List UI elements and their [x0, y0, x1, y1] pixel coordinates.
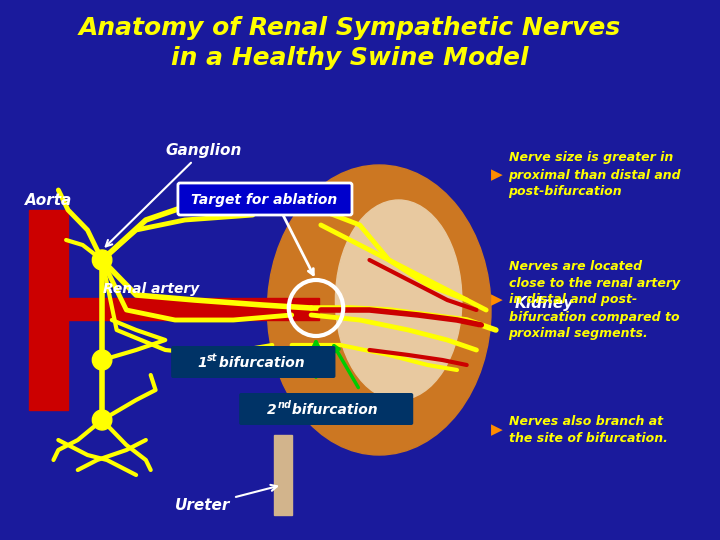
Circle shape — [92, 410, 112, 430]
Text: Nerve size is greater in
proximal than distal and
post-bifurcation: Nerve size is greater in proximal than d… — [508, 152, 681, 199]
Ellipse shape — [267, 165, 491, 455]
Ellipse shape — [336, 200, 462, 400]
Text: bifurcation: bifurcation — [287, 403, 377, 417]
Text: Nerves also branch at
the site of bifurcation.: Nerves also branch at the site of bifurc… — [508, 415, 667, 445]
Text: ▶: ▶ — [491, 167, 503, 183]
Text: Aorta: Aorta — [25, 193, 72, 208]
Text: bifurcation: bifurcation — [214, 356, 305, 370]
Text: ▶: ▶ — [491, 422, 503, 437]
Text: ▶: ▶ — [491, 293, 503, 307]
Text: in a Healthy Swine Model: in a Healthy Swine Model — [171, 46, 528, 70]
FancyBboxPatch shape — [178, 183, 352, 215]
Text: st: st — [207, 353, 217, 363]
Circle shape — [92, 250, 112, 270]
Text: Renal artery: Renal artery — [102, 282, 199, 296]
Circle shape — [92, 350, 112, 370]
Text: 2: 2 — [267, 403, 277, 417]
Text: Ureter: Ureter — [175, 485, 277, 513]
Bar — [66, 298, 319, 320]
FancyBboxPatch shape — [171, 346, 336, 378]
Text: Ganglion: Ganglion — [106, 143, 242, 246]
Bar — [274, 435, 292, 515]
Bar — [30, 210, 68, 410]
Text: Anatomy of Renal Sympathetic Nerves: Anatomy of Renal Sympathetic Nerves — [79, 16, 621, 40]
Text: nd: nd — [278, 400, 292, 410]
Text: Nerves are located
close to the renal artery
in distal and post-
bifurcation com: Nerves are located close to the renal ar… — [508, 260, 680, 341]
FancyBboxPatch shape — [239, 393, 413, 425]
Text: Target for ablation: Target for ablation — [192, 193, 338, 207]
Text: 1: 1 — [197, 356, 207, 370]
Text: Kidney: Kidney — [515, 296, 574, 311]
